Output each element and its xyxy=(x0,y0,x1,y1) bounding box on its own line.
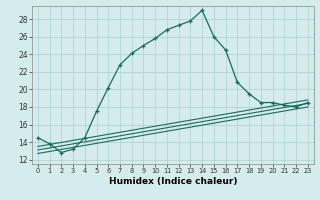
X-axis label: Humidex (Indice chaleur): Humidex (Indice chaleur) xyxy=(108,177,237,186)
